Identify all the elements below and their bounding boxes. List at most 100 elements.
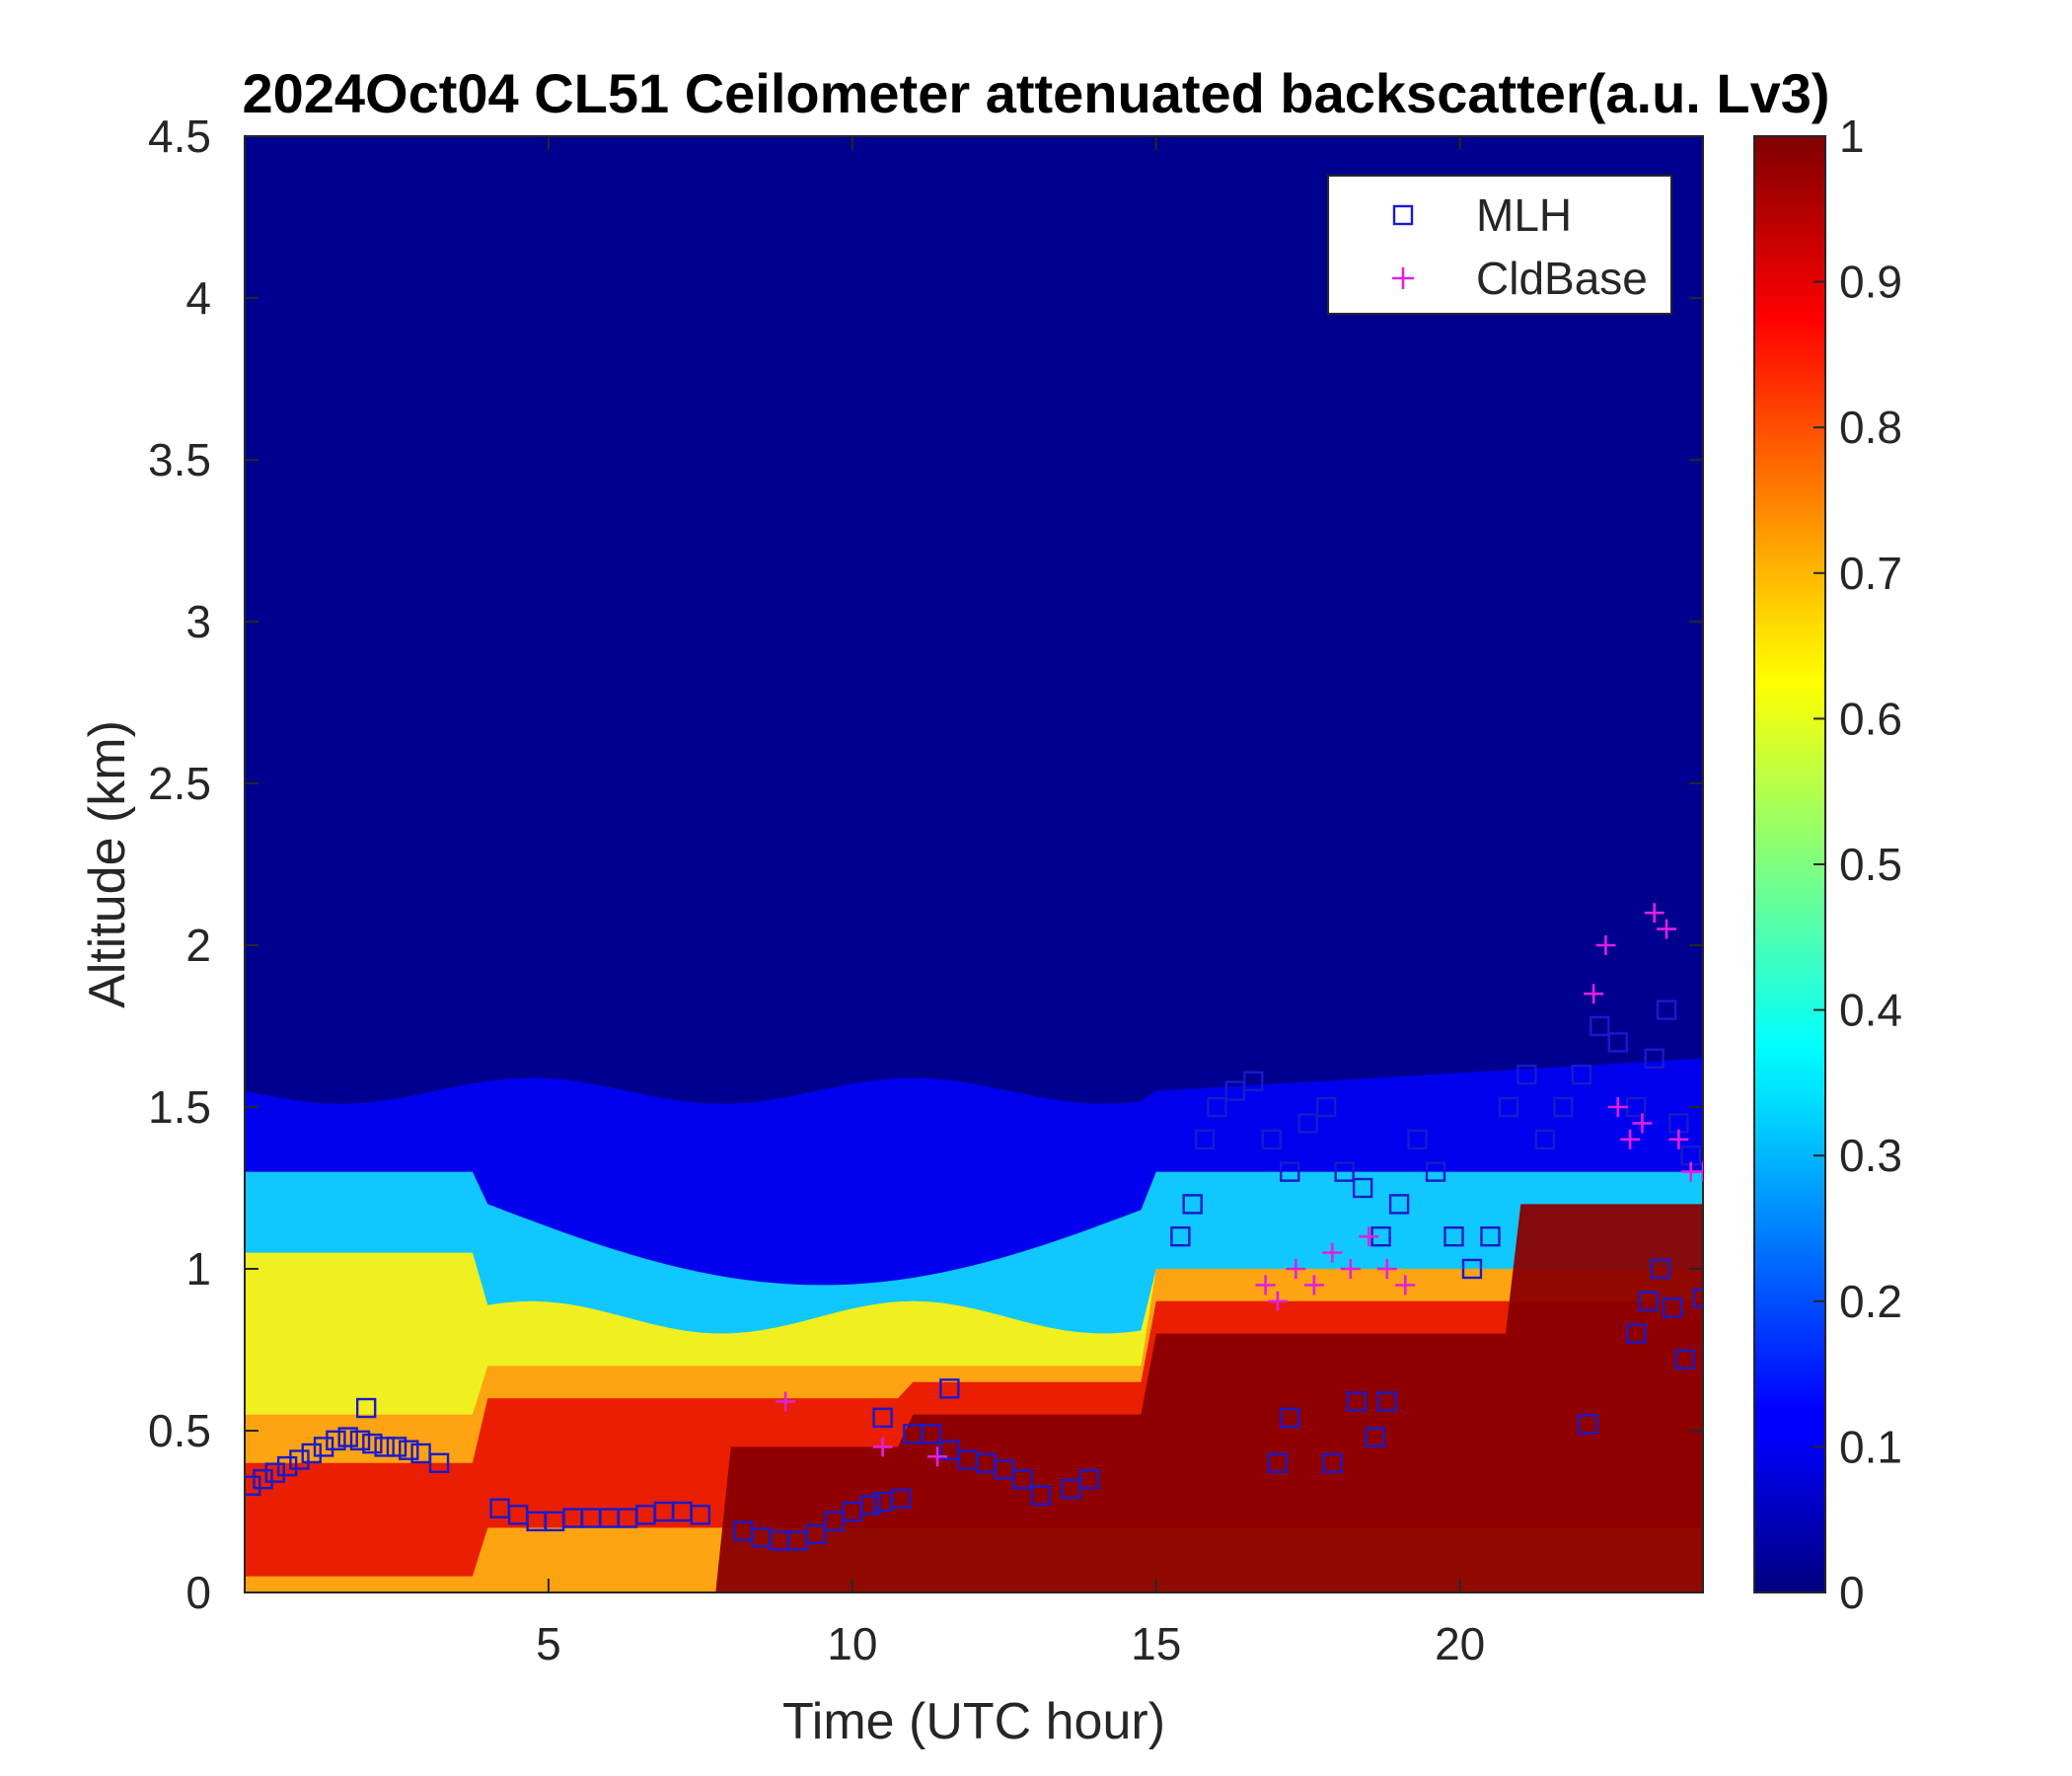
colorbar-tick-label: 0.1 [1839, 1421, 1902, 1472]
mlh-point [1425, 1161, 1446, 1182]
cldbase-point [1286, 1259, 1306, 1279]
y-tick-label: 3 [185, 596, 211, 647]
field-darkred [245, 1204, 1703, 1592]
mlh-point [1656, 999, 1677, 1020]
y-tick-label: 4.5 [148, 111, 211, 162]
chart-title: 2024Oct04 CL51 Ceilometer attenuated bac… [242, 62, 1830, 124]
colorbar-tick-label: 0.6 [1839, 693, 1902, 744]
cldbase-point [1303, 1275, 1324, 1295]
cldbase-point [1632, 1113, 1653, 1134]
mlh-point [1674, 1349, 1695, 1370]
mlh-point [1638, 1291, 1659, 1312]
data-marks [245, 903, 1703, 1551]
colorbar-tick-label: 0 [1839, 1567, 1865, 1618]
colorbar-tick-label: 0.2 [1839, 1276, 1902, 1327]
mlh-point [362, 1433, 383, 1454]
x-axis-label: Time (UTC hour) [782, 1693, 1165, 1750]
cldbase-point [1376, 1259, 1397, 1279]
y-tick-label: 0 [185, 1567, 211, 1618]
mlh-point [1376, 1391, 1397, 1412]
plot-frame [244, 135, 1704, 1593]
mlh-point [1334, 1161, 1355, 1182]
x-tick-label: 5 [536, 1618, 561, 1669]
mlh-point [1480, 1225, 1501, 1247]
mlh-point [1365, 1427, 1385, 1447]
cldbase-point [1620, 1129, 1641, 1149]
axes: 5 10 15 20 0 0.5 1 1.5 2 2.5 3 3.5 4 4.5 Time (UTC hou… [79, 111, 1704, 1750]
legend-box [1327, 175, 1672, 315]
cldbase-point [1255, 1275, 1276, 1295]
colorbar-tick-label: 0.7 [1839, 548, 1902, 599]
y-tick-label: 0.5 [148, 1405, 211, 1456]
mlh-point [1443, 1225, 1464, 1247]
y-tick-label: 1 [185, 1243, 211, 1295]
mlh-point [1170, 1225, 1191, 1247]
mlh-point [872, 1407, 893, 1429]
legend-marker-mlh [1392, 204, 1414, 226]
mlh-point [1692, 1288, 1703, 1308]
mlh-point [386, 1437, 407, 1457]
legend-label: MLH [1476, 189, 1572, 241]
legend-marker-cldbase [1392, 267, 1414, 289]
mlh-point [264, 1462, 285, 1483]
cldbase-point [1340, 1259, 1361, 1279]
mlh-point [1644, 1048, 1665, 1070]
colorbar-tick-label: 0.5 [1839, 839, 1902, 890]
mlh-point [890, 1488, 912, 1510]
mlh-point [939, 1378, 960, 1399]
mlh-point [289, 1449, 310, 1470]
mlh-point [1322, 1452, 1343, 1474]
mlh-point [1243, 1071, 1264, 1091]
y-tick-label: 4 [185, 272, 211, 324]
mlh-point [1650, 1258, 1671, 1280]
mlh-point [1571, 1064, 1592, 1085]
cldbase-point [1657, 919, 1677, 939]
mlh-point [921, 1424, 942, 1444]
legend: MLH CldBase [1327, 175, 1672, 315]
mlh-point [805, 1523, 827, 1545]
mlh-point [326, 1430, 346, 1451]
mlh-point [1517, 1064, 1537, 1085]
mlh-point [1078, 1468, 1100, 1490]
colorbar-tick-label: 0.4 [1839, 985, 1902, 1036]
cldbase-point [1359, 1226, 1379, 1247]
mlh-point [1297, 1113, 1318, 1134]
mlh-point [428, 1452, 450, 1474]
mlh-point [399, 1440, 419, 1460]
cldbase-point [1668, 1129, 1689, 1149]
cldbase-point [1595, 935, 1616, 955]
colorbar-tick-label: 1 [1839, 111, 1865, 162]
mlh-point [276, 1455, 298, 1477]
mlh-point [337, 1427, 358, 1447]
mlh-point [355, 1397, 377, 1419]
colorbar-tick-label: 0.9 [1839, 257, 1902, 308]
mlh-point [690, 1505, 711, 1525]
mlh-point [1461, 1258, 1483, 1280]
cldbase-point [776, 1391, 796, 1412]
mlh-point [1663, 1297, 1683, 1318]
mlh-point [1553, 1096, 1574, 1118]
backscatter-field [245, 136, 1703, 1592]
cldbase-point [1267, 1291, 1288, 1311]
cldbase-point [927, 1446, 948, 1467]
mlh-point [1207, 1096, 1227, 1118]
mlh-point [1030, 1485, 1051, 1506]
mlh-point [374, 1437, 395, 1457]
y-axis-label: Altitude (km) [79, 720, 136, 1008]
mlh-point [1194, 1129, 1216, 1150]
y-tick-label: 2.5 [148, 758, 211, 809]
cldbase-point [1322, 1242, 1343, 1263]
mlh-point [1577, 1414, 1598, 1435]
mlh-point [1388, 1194, 1410, 1215]
cldbase-point [872, 1437, 893, 1457]
cldbase-point [1584, 984, 1604, 1004]
colorbar-tick-label: 0.3 [1839, 1130, 1902, 1181]
mlh-point [1315, 1096, 1337, 1118]
mlh-point [1590, 1015, 1610, 1037]
mlh-point [1280, 1161, 1300, 1182]
mlh-point [1407, 1129, 1428, 1150]
mlh-point [1346, 1391, 1368, 1412]
cldbase-point [1693, 1161, 1703, 1182]
mlh-point [1498, 1096, 1519, 1118]
